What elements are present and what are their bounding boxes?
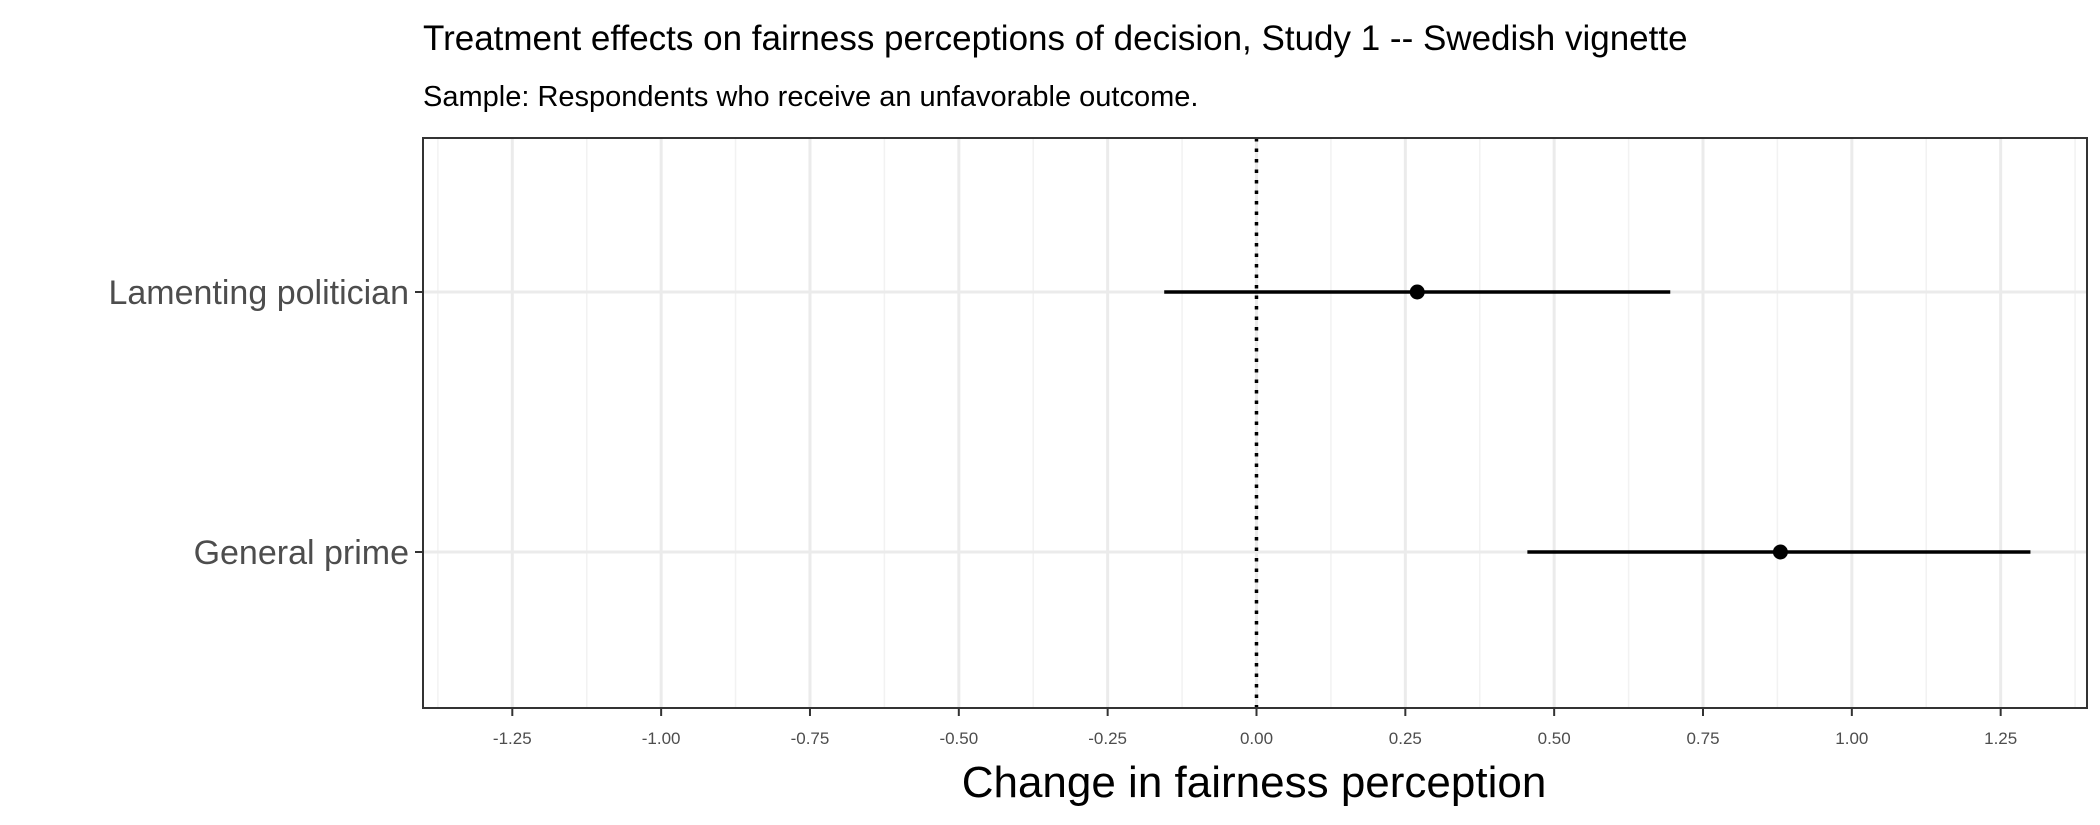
x-tick-label: 0.50 [1538,729,1571,748]
x-axis-label: Change in fairness perception [962,758,1547,807]
x-tick-label: -0.25 [1088,729,1127,748]
estimate-marks [1164,284,2031,560]
x-tick-label: 0.75 [1686,729,1719,748]
chart-title: Treatment effects on fairness perception… [423,19,1688,58]
chart-subtitle: Sample: Respondents who receive an unfav… [423,81,1198,113]
point-estimate [1409,284,1425,300]
x-tick-label: -1.00 [642,729,681,748]
x-tick-label: 1.25 [1984,729,2017,748]
x-tick-label: 1.00 [1835,729,1868,748]
x-tick-label: 0.25 [1389,729,1422,748]
axes: -1.25 -1.00 -0.75 -0.50 -0.25 0.00 0.25 0.50 0.7… [108,274,2017,748]
y-category-label: General prime [194,534,409,572]
x-tick-label: 0.00 [1240,729,1273,748]
x-tick-label: -0.75 [791,729,830,748]
point-estimate [1772,544,1788,560]
panel-border [422,137,2088,709]
y-category-label: Lamenting politician [108,274,409,312]
x-tick-label: -0.50 [939,729,978,748]
x-tick-label: -1.25 [493,729,532,748]
